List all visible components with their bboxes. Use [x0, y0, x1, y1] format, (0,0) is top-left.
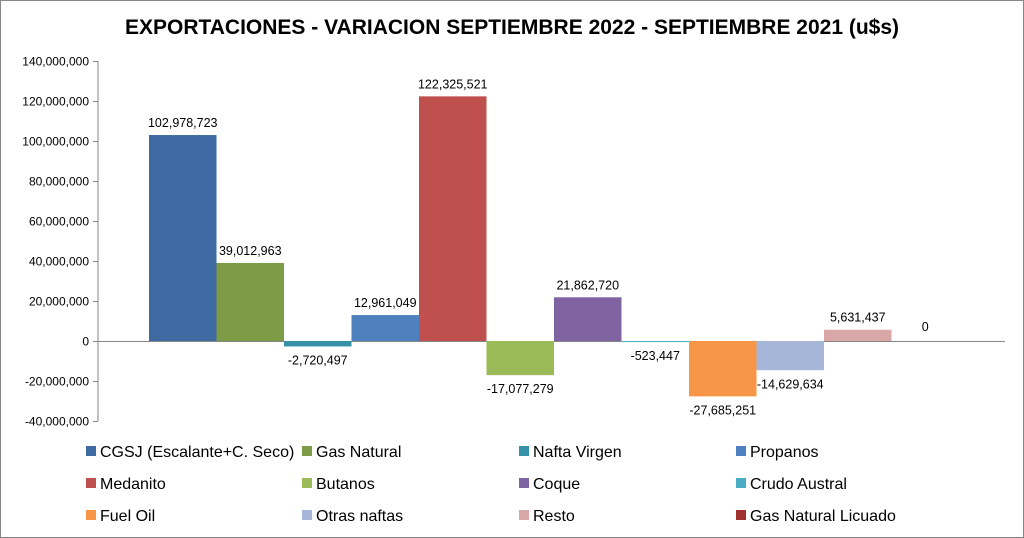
y-tick-label: 40,000,000 [29, 255, 89, 269]
data-label-otras-naftas: -14,629,634 [757, 377, 824, 391]
bar-gas-natural [216, 262, 284, 341]
bar-crudo-austral [621, 341, 689, 343]
legend-label-gas-natural: Gas Natural [316, 444, 401, 461]
bar-resto [824, 329, 892, 341]
bar-fuel-oil [689, 341, 757, 397]
chart-title: EXPORTACIONES - VARIACION SEPTIEMBRE 202… [124, 16, 900, 39]
bar-butanos [486, 341, 554, 376]
legend-label-otras-naftas: Otras naftas [316, 508, 403, 525]
legend-swatch-coque [519, 478, 529, 488]
data-label-crudo-austral: -523,447 [631, 349, 680, 363]
legend-label-gas-natural-licuado: Gas Natural Licuado [750, 508, 896, 525]
y-tick-label: -40,000,000 [25, 415, 89, 429]
data-label-butanos: -17,077,279 [487, 382, 554, 396]
y-tick-label: 100,000,000 [22, 135, 89, 149]
y-tick-label: -20,000,000 [25, 375, 89, 389]
bar-otras-naftas [756, 341, 824, 371]
legend-swatch-fuel-oil [86, 510, 96, 520]
y-tick-label: 120,000,000 [22, 95, 89, 109]
data-label-medanito: 122,325,521 [418, 77, 488, 91]
legend-swatch-nafta-virgen [519, 446, 529, 456]
legend-swatch-butanos [302, 478, 312, 488]
data-label-nafta-virgen: -2,720,497 [288, 353, 348, 367]
legend-label-butanos: Butanos [316, 476, 375, 493]
legend-label-medanito: Medanito [100, 476, 166, 493]
y-tick-label: 20,000,000 [29, 295, 89, 309]
bar-nafta-virgen [284, 341, 352, 347]
data-label-propanos: 12,961,049 [354, 296, 417, 310]
legend-label-nafta-virgen: Nafta Virgen [533, 444, 622, 461]
legend-label-crudo-austral: Crudo Austral [750, 476, 847, 493]
data-label-gas-natural: 39,012,963 [219, 244, 282, 258]
legend-swatch-propanos [736, 446, 746, 456]
bar-propanos [351, 315, 419, 341]
legend-swatch-gas-natural-licuado [736, 510, 746, 520]
y-tick-label: 60,000,000 [29, 215, 89, 229]
y-tick-label: 140,000,000 [22, 55, 89, 69]
data-label-coque: 21,862,720 [556, 278, 619, 292]
data-label-resto: 5,631,437 [830, 311, 886, 325]
legend-swatch-gas-natural [302, 446, 312, 456]
legend-label-coque: Coque [533, 476, 580, 493]
legend-swatch-otras-naftas [302, 510, 312, 520]
legend-swatch-medanito [86, 478, 96, 488]
bar-coque [554, 297, 622, 341]
y-tick-label: 80,000,000 [29, 175, 89, 189]
legend-label-cgsj-escalante-c-seco: CGSJ (Escalante+C. Seco) [100, 444, 294, 461]
bar-cgsj-escalante-c-seco [149, 135, 217, 341]
bar-medanito [419, 96, 487, 341]
legend-label-propanos: Propanos [750, 444, 819, 461]
legend-label-fuel-oil: Fuel Oil [100, 508, 155, 525]
legend-label-resto: Resto [533, 508, 575, 525]
legend-swatch-crudo-austral [736, 478, 746, 488]
legend-swatch-cgsj-escalante-c-seco [86, 446, 96, 456]
legend-swatch-resto [519, 510, 529, 520]
data-label-fuel-oil: -27,685,251 [689, 403, 756, 417]
data-label-cgsj-escalante-c-seco: 102,978,723 [148, 116, 218, 130]
data-label-gas-natural-licuado: 0 [922, 320, 929, 334]
y-tick-label: 0 [82, 335, 89, 349]
